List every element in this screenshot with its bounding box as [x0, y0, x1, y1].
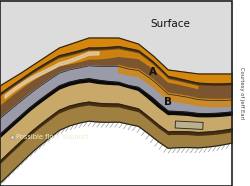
Polygon shape [0, 102, 232, 166]
Text: Courtesy of Jeff Earl: Courtesy of Jeff Earl [239, 67, 244, 119]
Polygon shape [0, 66, 232, 134]
Text: B: B [164, 97, 172, 107]
Polygon shape [0, 49, 232, 118]
Polygon shape [0, 0, 232, 86]
Text: A: A [149, 67, 157, 76]
Polygon shape [0, 50, 198, 105]
Polygon shape [5, 52, 99, 98]
Polygon shape [0, 106, 232, 182]
Bar [175, 121, 203, 129]
Text: Surface: Surface [150, 19, 190, 29]
Polygon shape [0, 82, 232, 161]
Polygon shape [0, 79, 232, 137]
Polygon shape [0, 46, 232, 97]
Polygon shape [119, 65, 232, 107]
Polygon shape [0, 38, 232, 94]
Text: Possible floor support: Possible floor support [16, 134, 88, 140]
